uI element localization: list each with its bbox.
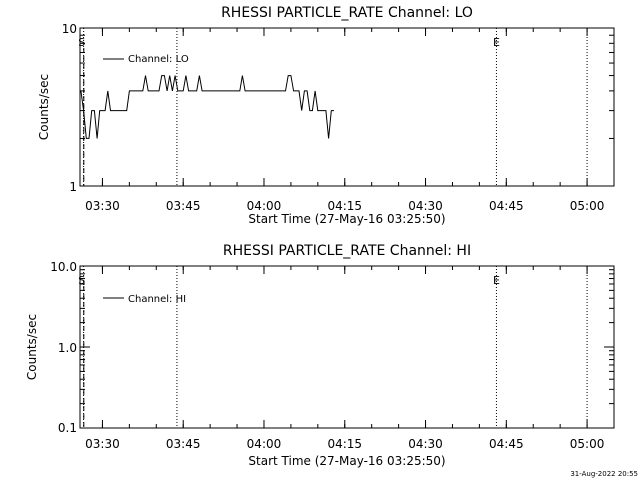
event-marker-e: E (493, 36, 500, 49)
x-tick-label: 03:30 (85, 437, 120, 451)
x-tick-label: 05:00 (570, 437, 605, 451)
x-axis-label: Start Time (27-May-16 03:25:50) (248, 212, 445, 226)
y-tick-label-1: 1 (69, 180, 77, 194)
plot-frame (79, 27, 615, 187)
y-tick-label-1: 1.0 (58, 341, 77, 355)
hi-channel-panel: RHESSI PARTICLE_RATE Channel: HI Counts/… (25, 243, 615, 468)
y-tick-label-10: 10 (62, 22, 77, 36)
y-tick-label-10: 10.0 (50, 260, 77, 274)
x-tick-label: 03:45 (166, 199, 201, 213)
y-axis-label: Counts/sec (25, 314, 39, 380)
y-tick-label-0-1: 0.1 (58, 421, 77, 435)
x-tick-label: 04:45 (489, 199, 524, 213)
x-tick-label: 04:00 (247, 199, 282, 213)
lo-channel-panel: RHESSI PARTICLE_RATE Channel: LO Counts/… (37, 5, 615, 226)
axis-layer: 03:30 03:45 04:00 04:15 04:30 04:45 05:00 (80, 27, 615, 213)
event-marker-e: E (493, 274, 500, 287)
x-tick-label: 05:00 (570, 199, 605, 213)
plot-frame (79, 265, 615, 429)
x-tick-label: 03:30 (85, 199, 120, 213)
legend-entry: Channel: HI (128, 294, 186, 305)
x-tick-label: 04:15 (327, 199, 362, 213)
x-tick-label: 04:30 (408, 199, 443, 213)
x-tick-label: 04:00 (247, 437, 282, 451)
x-axis-label: Start Time (27-May-16 03:25:50) (248, 454, 445, 468)
x-tick-label: 04:30 (408, 437, 443, 451)
chart-title: RHESSI PARTICLE_RATE Channel: HI (223, 243, 471, 259)
event-marker-s: S (78, 36, 85, 49)
x-tick-label: 03:45 (166, 437, 201, 451)
y-axis-label: Counts/sec (37, 74, 51, 140)
timestamp-stamp: 31-Aug-2022 20:55 (570, 470, 638, 478)
x-tick-label: 04:15 (327, 437, 362, 451)
series-line (80, 75, 334, 139)
x-tick-label: 04:45 (489, 437, 524, 451)
event-marker-s: S (78, 274, 85, 287)
legend-entry: Channel: LO (128, 54, 189, 65)
chart-title: RHESSI PARTICLE_RATE Channel: LO (221, 5, 473, 21)
axis-layer: 03:30 03:45 04:00 04:15 04:30 04:45 05:00 (80, 265, 615, 451)
